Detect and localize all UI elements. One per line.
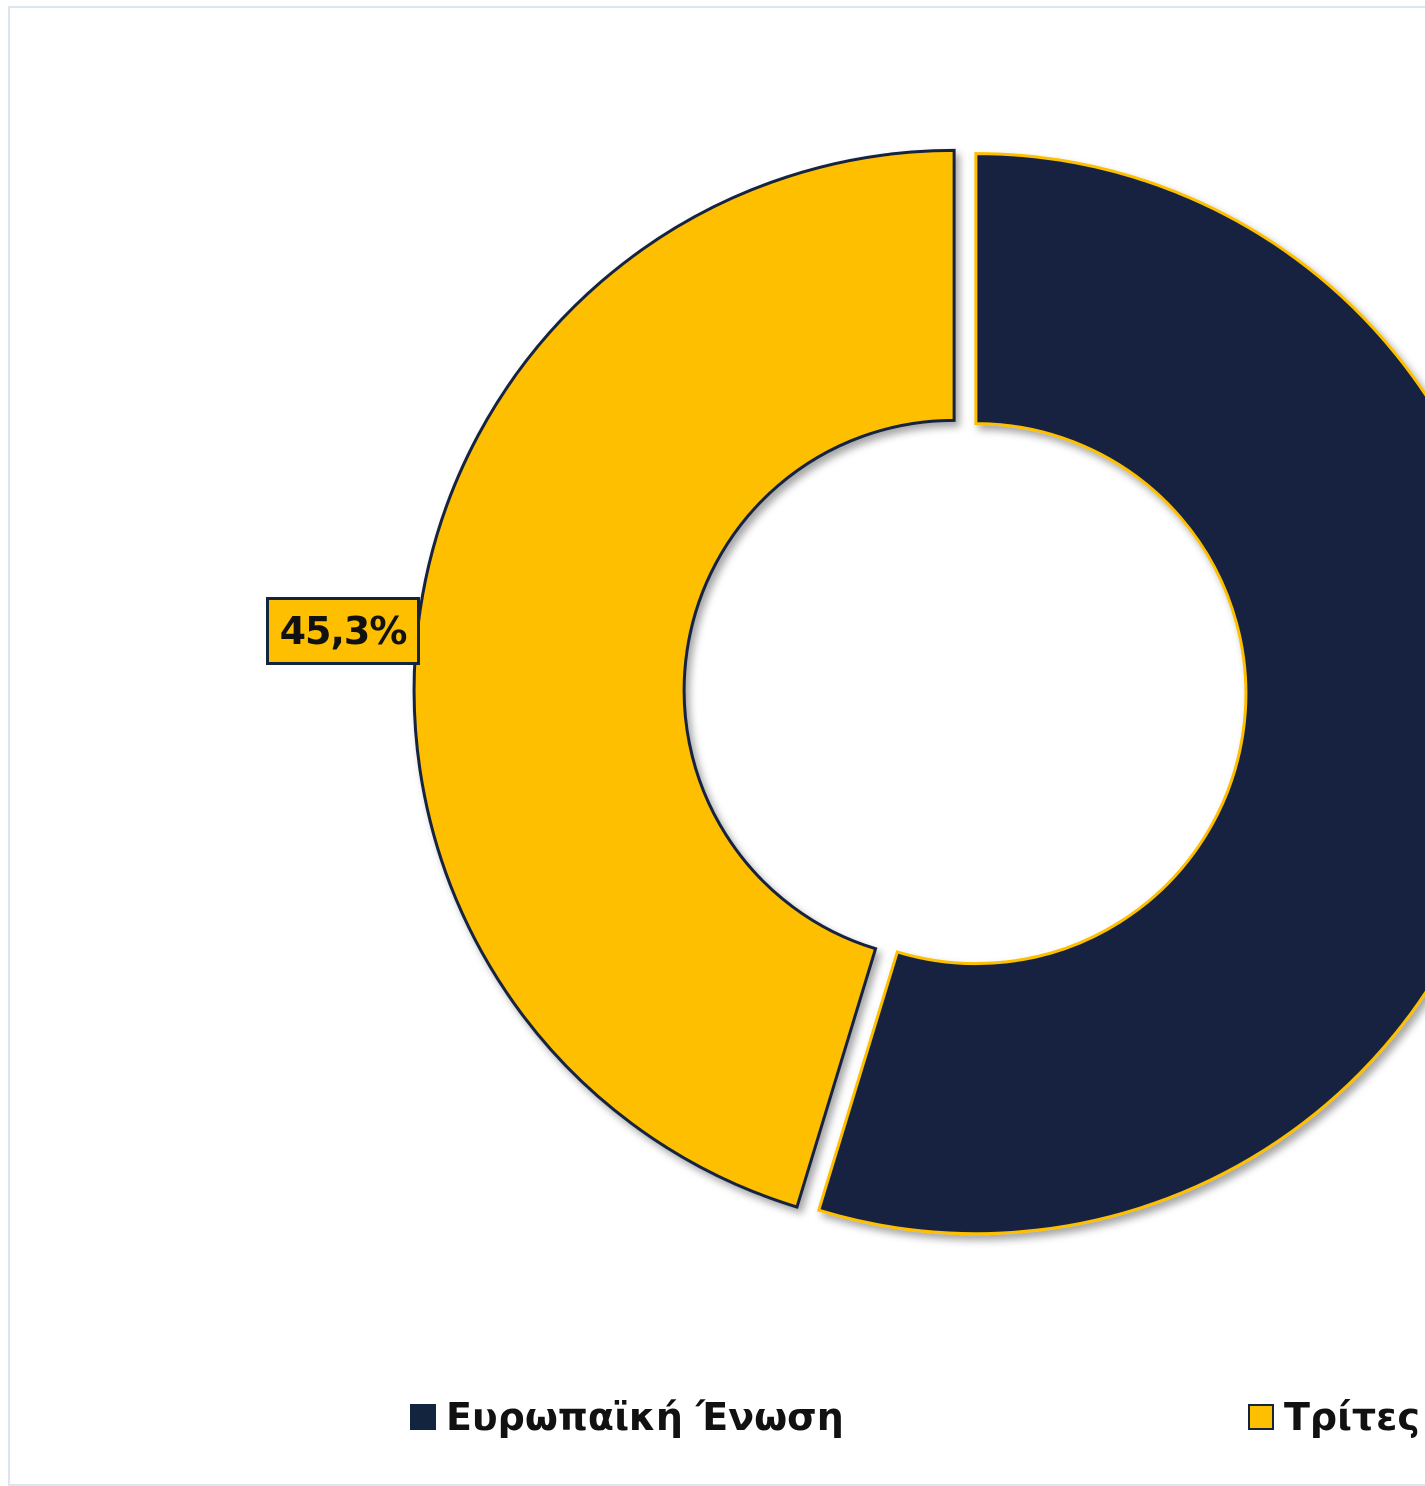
- legend-label-eu: Ευρωπαϊκή Ένωση: [446, 1395, 844, 1439]
- donut-slice-eu: [816, 152, 1425, 1236]
- legend-item-eu: Ευρωπαϊκή Ένωση: [410, 1392, 844, 1442]
- legend-swatch-third: [1248, 1404, 1274, 1430]
- legend-swatch-eu: [410, 1404, 436, 1430]
- data-label-third-text: 45,3%: [279, 609, 408, 653]
- donut-slice-third: [412, 148, 956, 1209]
- legend-item-third: Τρίτες: [1248, 1392, 1420, 1442]
- data-label-third: 45,3%: [266, 597, 420, 665]
- legend-label-third: Τρίτες: [1284, 1395, 1420, 1439]
